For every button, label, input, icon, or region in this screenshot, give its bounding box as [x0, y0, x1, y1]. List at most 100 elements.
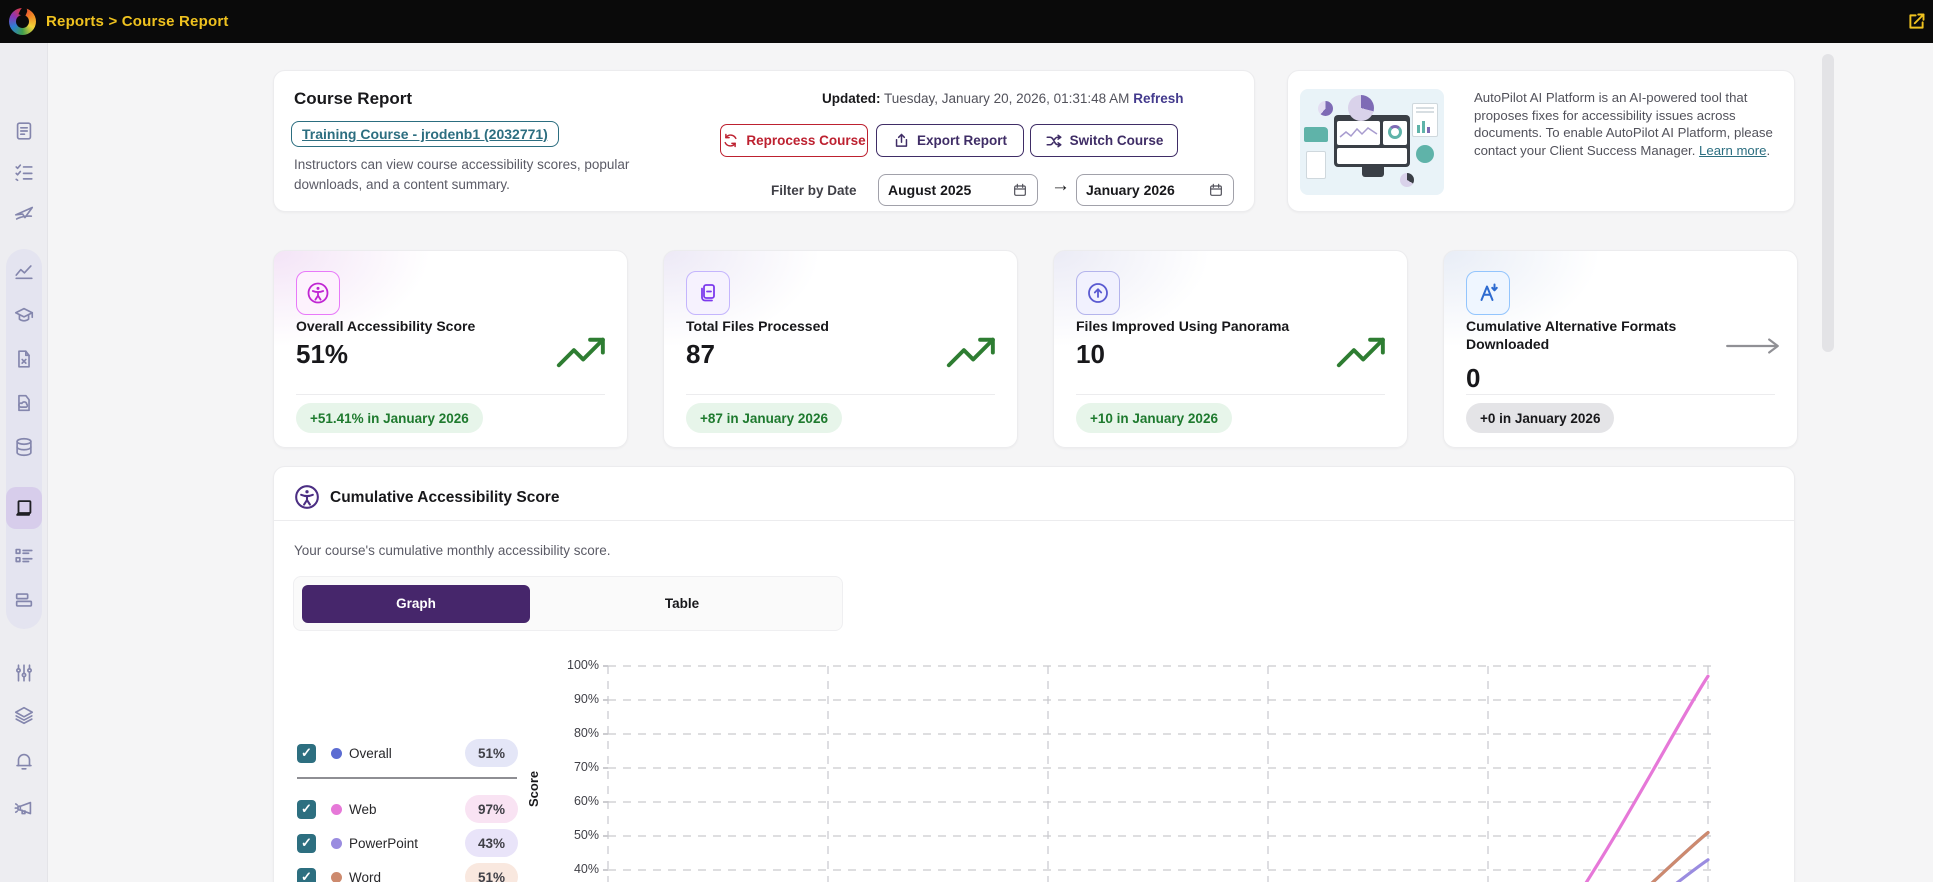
left-sidebar	[0, 43, 48, 882]
date-from-value: August 2025	[888, 182, 972, 198]
y-tick: 70%	[573, 760, 599, 774]
trend-up-icon	[553, 327, 611, 376]
legend-row-word: ✓ Word 51%	[297, 862, 543, 882]
layers-icon[interactable]	[13, 704, 35, 726]
updated-timestamp: Tuesday, January 20, 2026, 01:31:48 AM	[884, 91, 1130, 106]
stat-badge: +10 in January 2026	[1076, 403, 1232, 433]
legend-row-web: ✓ Web 97%	[297, 794, 543, 824]
legend-value-badge: 97%	[465, 795, 518, 823]
autopilot-description: AutoPilot AI Platform is an AI-powered t…	[1474, 90, 1773, 158]
stat-value: 87	[686, 339, 715, 369]
course-link[interactable]: Training Course - jrodenb1 (2032771)	[291, 121, 559, 147]
accessibility-icon	[294, 484, 320, 515]
tab-table[interactable]: Table	[664, 596, 700, 611]
legend-label: Word	[349, 869, 382, 882]
stat-title: Overall Accessibility Score	[296, 318, 476, 334]
refresh-link[interactable]: Refresh	[1133, 91, 1184, 106]
send-plane-icon[interactable]	[13, 202, 35, 224]
file-x-icon[interactable]	[13, 348, 35, 370]
divider	[1466, 394, 1775, 395]
checkbox-powerpoint[interactable]: ✓	[297, 833, 316, 853]
megaphone-icon[interactable]	[13, 798, 35, 820]
updated-row: Updated: Tuesday, January 20, 2026, 01:3…	[822, 91, 1183, 106]
checkbox-web[interactable]: ✓	[297, 799, 316, 819]
pie-chart-graphic	[1348, 95, 1374, 121]
scrollbar-thumb[interactable]	[1822, 54, 1834, 352]
stat-title: Total Files Processed	[686, 318, 829, 334]
graph-table-segmented-control: Graph Table	[293, 576, 843, 631]
stat-badge: +87 in January 2026	[686, 403, 842, 433]
checkbox-overall[interactable]: ✓	[297, 743, 316, 763]
stat-value: 51%	[296, 339, 349, 369]
course-description: Instructors can view course accessibilit…	[294, 157, 630, 192]
legend-divider	[297, 777, 517, 779]
scrollbar-track[interactable]	[1822, 45, 1835, 882]
panorama-logo-icon	[9, 8, 36, 35]
legend-row-powerpoint: ✓ PowerPoint 43%	[297, 828, 543, 858]
updated-label: Updated:	[822, 91, 881, 106]
date-from-input[interactable]: August 2025	[878, 174, 1038, 206]
line-chart-icon[interactable]	[13, 260, 35, 282]
sidebar-active-highlight	[6, 487, 42, 529]
stat-badge: +51.41% in January 2026	[296, 403, 483, 433]
external-link-icon[interactable]	[1906, 11, 1927, 37]
top-bar: Reports > Course Report	[0, 0, 1933, 43]
y-tick: 50%	[573, 828, 599, 842]
divider	[296, 394, 605, 395]
doc-graphic	[1412, 103, 1438, 137]
y-tick: 100%	[567, 658, 599, 672]
switch-course-button[interactable]: Switch Course	[1030, 124, 1178, 157]
divider	[1076, 394, 1385, 395]
page-title: Course Report	[294, 89, 413, 108]
divider	[686, 394, 995, 395]
learn-more-link[interactable]: Learn more	[1699, 142, 1767, 158]
course-report-icon[interactable]	[13, 497, 35, 519]
course-report-header-card: Course Report Training Course - jrodenb1…	[273, 70, 1255, 212]
checkbox-word[interactable]: ✓	[297, 867, 316, 882]
series-dot	[331, 803, 342, 815]
graduation-cap-icon[interactable]	[13, 304, 35, 326]
y-tick: 90%	[573, 692, 599, 706]
section-subtitle: Your course's cumulative monthly accessi…	[294, 543, 611, 558]
date-to-value: January 2026	[1086, 182, 1175, 198]
legend-value-badge: 51%	[465, 739, 518, 767]
breadcrumb: Reports > Course Report	[46, 13, 229, 30]
series-dot	[331, 837, 342, 849]
export-report-label: Export Report	[916, 133, 1007, 148]
autopilot-text: AutoPilot AI Platform is an AI-powered t…	[1474, 90, 1773, 158]
list-details-icon[interactable]	[13, 545, 35, 567]
y-tick: 40%	[573, 862, 599, 876]
series-dot	[331, 747, 342, 759]
stat-card-overall-score: Overall Accessibility Score 51% +51.41% …	[273, 250, 628, 448]
date-to-input[interactable]: January 2026	[1076, 174, 1234, 206]
autopilot-info-card: AutoPilot AI Platform is an AI-powered t…	[1287, 70, 1795, 212]
report-icon[interactable]	[13, 120, 35, 142]
stat-title: Files Improved Using Panorama	[1076, 318, 1290, 334]
bar-chart-icon[interactable]	[13, 589, 35, 611]
stat-title: Cumulative Alternative Formats Downloade…	[1466, 318, 1677, 353]
robot-graphic	[1416, 145, 1434, 163]
sliders-icon[interactable]	[13, 662, 35, 684]
database-icon[interactable]	[13, 436, 35, 458]
refresh-icon	[724, 133, 737, 148]
line-chart	[603, 665, 1715, 882]
reprocess-course-label: Reprocess Course	[746, 133, 866, 148]
legend-label: Web	[349, 801, 377, 817]
accessibility-icon	[296, 271, 340, 315]
file-cloud-icon[interactable]	[13, 392, 35, 414]
export-report-button[interactable]: Export Report	[876, 124, 1024, 157]
bell-icon[interactable]	[13, 750, 35, 772]
export-icon	[895, 133, 908, 147]
date-range-arrow: →	[1051, 175, 1070, 196]
stat-value: 10	[1076, 339, 1105, 369]
checklist-icon[interactable]	[13, 161, 35, 183]
reprocess-course-button[interactable]: Reprocess Course	[720, 124, 868, 157]
calendar-icon	[1014, 183, 1026, 196]
shuffle-icon	[1046, 134, 1062, 147]
legend-value-badge: 51%	[465, 863, 518, 882]
stat-card-files-processed: Total Files Processed 87 +87 in January …	[663, 250, 1018, 448]
series-dot	[331, 871, 342, 882]
trend-up-icon	[943, 327, 1001, 376]
tab-graph[interactable]: Graph	[302, 584, 530, 623]
arrow-up-circle-icon	[1076, 271, 1120, 315]
